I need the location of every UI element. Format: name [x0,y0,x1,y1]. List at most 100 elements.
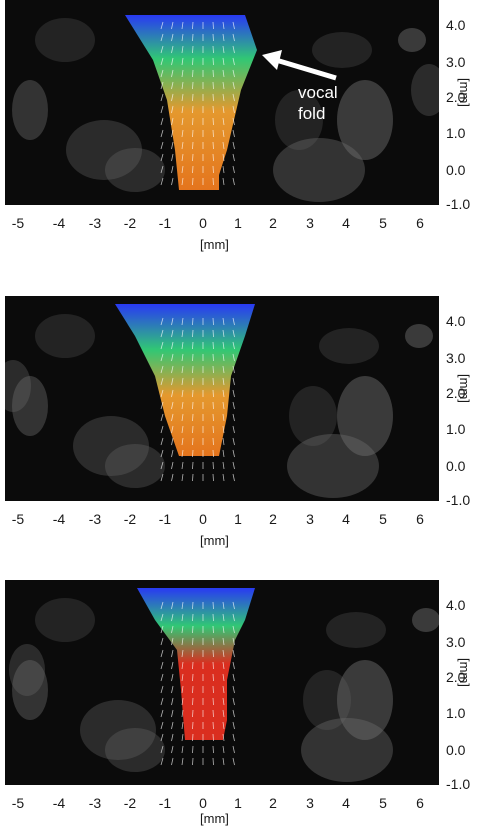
y-tick-label: 3.0 [446,634,466,650]
y-tick-label: 4.0 [446,597,466,613]
tissue-shading [275,90,323,150]
x-tick-label: 6 [416,795,424,811]
y-tick-label: 1.0 [446,421,466,437]
y-tick-label: 1.0 [446,705,466,721]
x-tick-label: 1 [234,215,242,231]
x-tick-label: -4 [52,511,66,527]
tissue-shading [412,608,439,632]
y-tick-label: 3.0 [446,350,466,366]
x-tick-label: -1 [158,795,172,811]
tissue-shading [105,148,165,192]
annotation-line: vocal [298,83,338,102]
velocity-jet [115,304,255,456]
tissue-shading [411,64,439,116]
x-tick-label: 5 [379,511,387,527]
tissue-shading [337,80,393,160]
tissue-shading [5,360,31,412]
vocal-fold-annotation: vocal fold [298,82,338,124]
x-tick-label: 1 [234,511,242,527]
x-tick-label: 4 [342,511,350,527]
tissue-shading [80,700,156,760]
velocity-vectors [160,601,235,766]
x-tick-label: 5 [379,795,387,811]
tissue-shading [337,660,393,740]
x-tick-label: -3 [88,795,102,811]
tissue-shading [12,660,48,720]
tissue-shading [398,28,426,52]
x-tick-label: 3 [306,795,314,811]
y-tick-label: 2.0 [446,89,466,105]
velocity-jet [137,588,255,740]
tissue-shading [12,376,48,436]
x-tick-label: -2 [123,795,137,811]
panel-1: 4.0 3.0 2.0 1.0 0.0 -1.0 [mm] -5 -4 -3 -2 -1 0 1 2 3 4 5 6… [0,0,500,260]
tissue-shading [105,444,165,488]
y-tick-label: 0.0 [446,742,466,758]
x-tick-label: 4 [342,215,350,231]
y-tick-label: 2.0 [446,385,466,401]
flow-velocity-image [5,296,439,501]
annotation-line: fold [298,104,326,123]
tissue-shading [35,18,95,62]
panel-3: 4.0 3.0 2.0 1.0 0.0 -1.0 [mm] -5 -4 -3 -2 -1 0 1 2 3 4 5 6… [0,580,500,840]
x-tick-label: 6 [416,511,424,527]
x-tick-label: -3 [88,215,102,231]
x-tick-label: -5 [11,215,25,231]
y-tick-label: -1.0 [446,492,471,508]
x-tick-label: -2 [123,511,137,527]
x-tick-label: 0 [199,511,207,527]
x-tick-label: 6 [416,215,424,231]
flow-velocity-image [5,580,439,785]
x-tick-label: 3 [306,511,314,527]
x-tick-label: -4 [52,215,66,231]
y-axis-unit: [mm] [457,658,472,687]
tissue-shading [289,386,337,446]
y-tick-label: 0.0 [446,162,466,178]
x-tick-label: 0 [199,215,207,231]
velocity-vectors [160,317,235,482]
tissue-shading [319,328,379,364]
y-tick-label: 3.0 [446,54,466,70]
x-tick-label: 5 [379,215,387,231]
x-tick-label: -1 [158,511,172,527]
x-tick-label: 2 [269,215,277,231]
y-axis-unit: [mm] [457,78,472,107]
x-tick-label: 4 [342,795,350,811]
x-axis-unit: [mm] [200,811,229,826]
tissue-shading [273,138,365,202]
x-tick-label: 2 [269,795,277,811]
x-tick-label: 3 [306,215,314,231]
tissue-shading [326,612,386,648]
y-tick-label: -1.0 [446,776,471,792]
velocity-vectors [160,21,235,186]
x-axis-unit: [mm] [200,237,229,252]
x-tick-label: 0 [199,795,207,811]
y-axis-unit: [mm] [457,374,472,403]
x-tick-label: -4 [52,795,66,811]
flow-velocity-image [5,0,439,205]
y-tick-label: 0.0 [446,458,466,474]
x-tick-label: 2 [269,511,277,527]
x-tick-label: 1 [234,795,242,811]
y-tick-label: 4.0 [446,17,466,33]
x-tick-label: -3 [88,511,102,527]
tissue-shading [35,314,95,358]
tissue-shading [287,434,379,498]
y-tick-label: 1.0 [446,125,466,141]
tissue-shading [73,416,149,476]
tissue-shading [66,120,142,180]
panel-2: 4.0 3.0 2.0 1.0 0.0 -1.0 [mm] -5 -4 -3 -2 -1 0 1 2 3 4 5 6… [0,296,500,556]
x-tick-label: -5 [11,511,25,527]
x-tick-label: -2 [123,215,137,231]
tissue-shading [301,718,393,782]
y-tick-label: 4.0 [446,313,466,329]
y-tick-label: 2.0 [446,669,466,685]
tissue-shading [12,80,48,140]
y-tick-label: -1.0 [446,196,471,212]
x-axis-unit: [mm] [200,533,229,548]
tissue-shading [35,598,95,642]
tissue-shading [337,376,393,456]
tissue-shading [9,644,45,696]
tissue-shading [105,728,165,772]
tissue-shading [405,324,433,348]
